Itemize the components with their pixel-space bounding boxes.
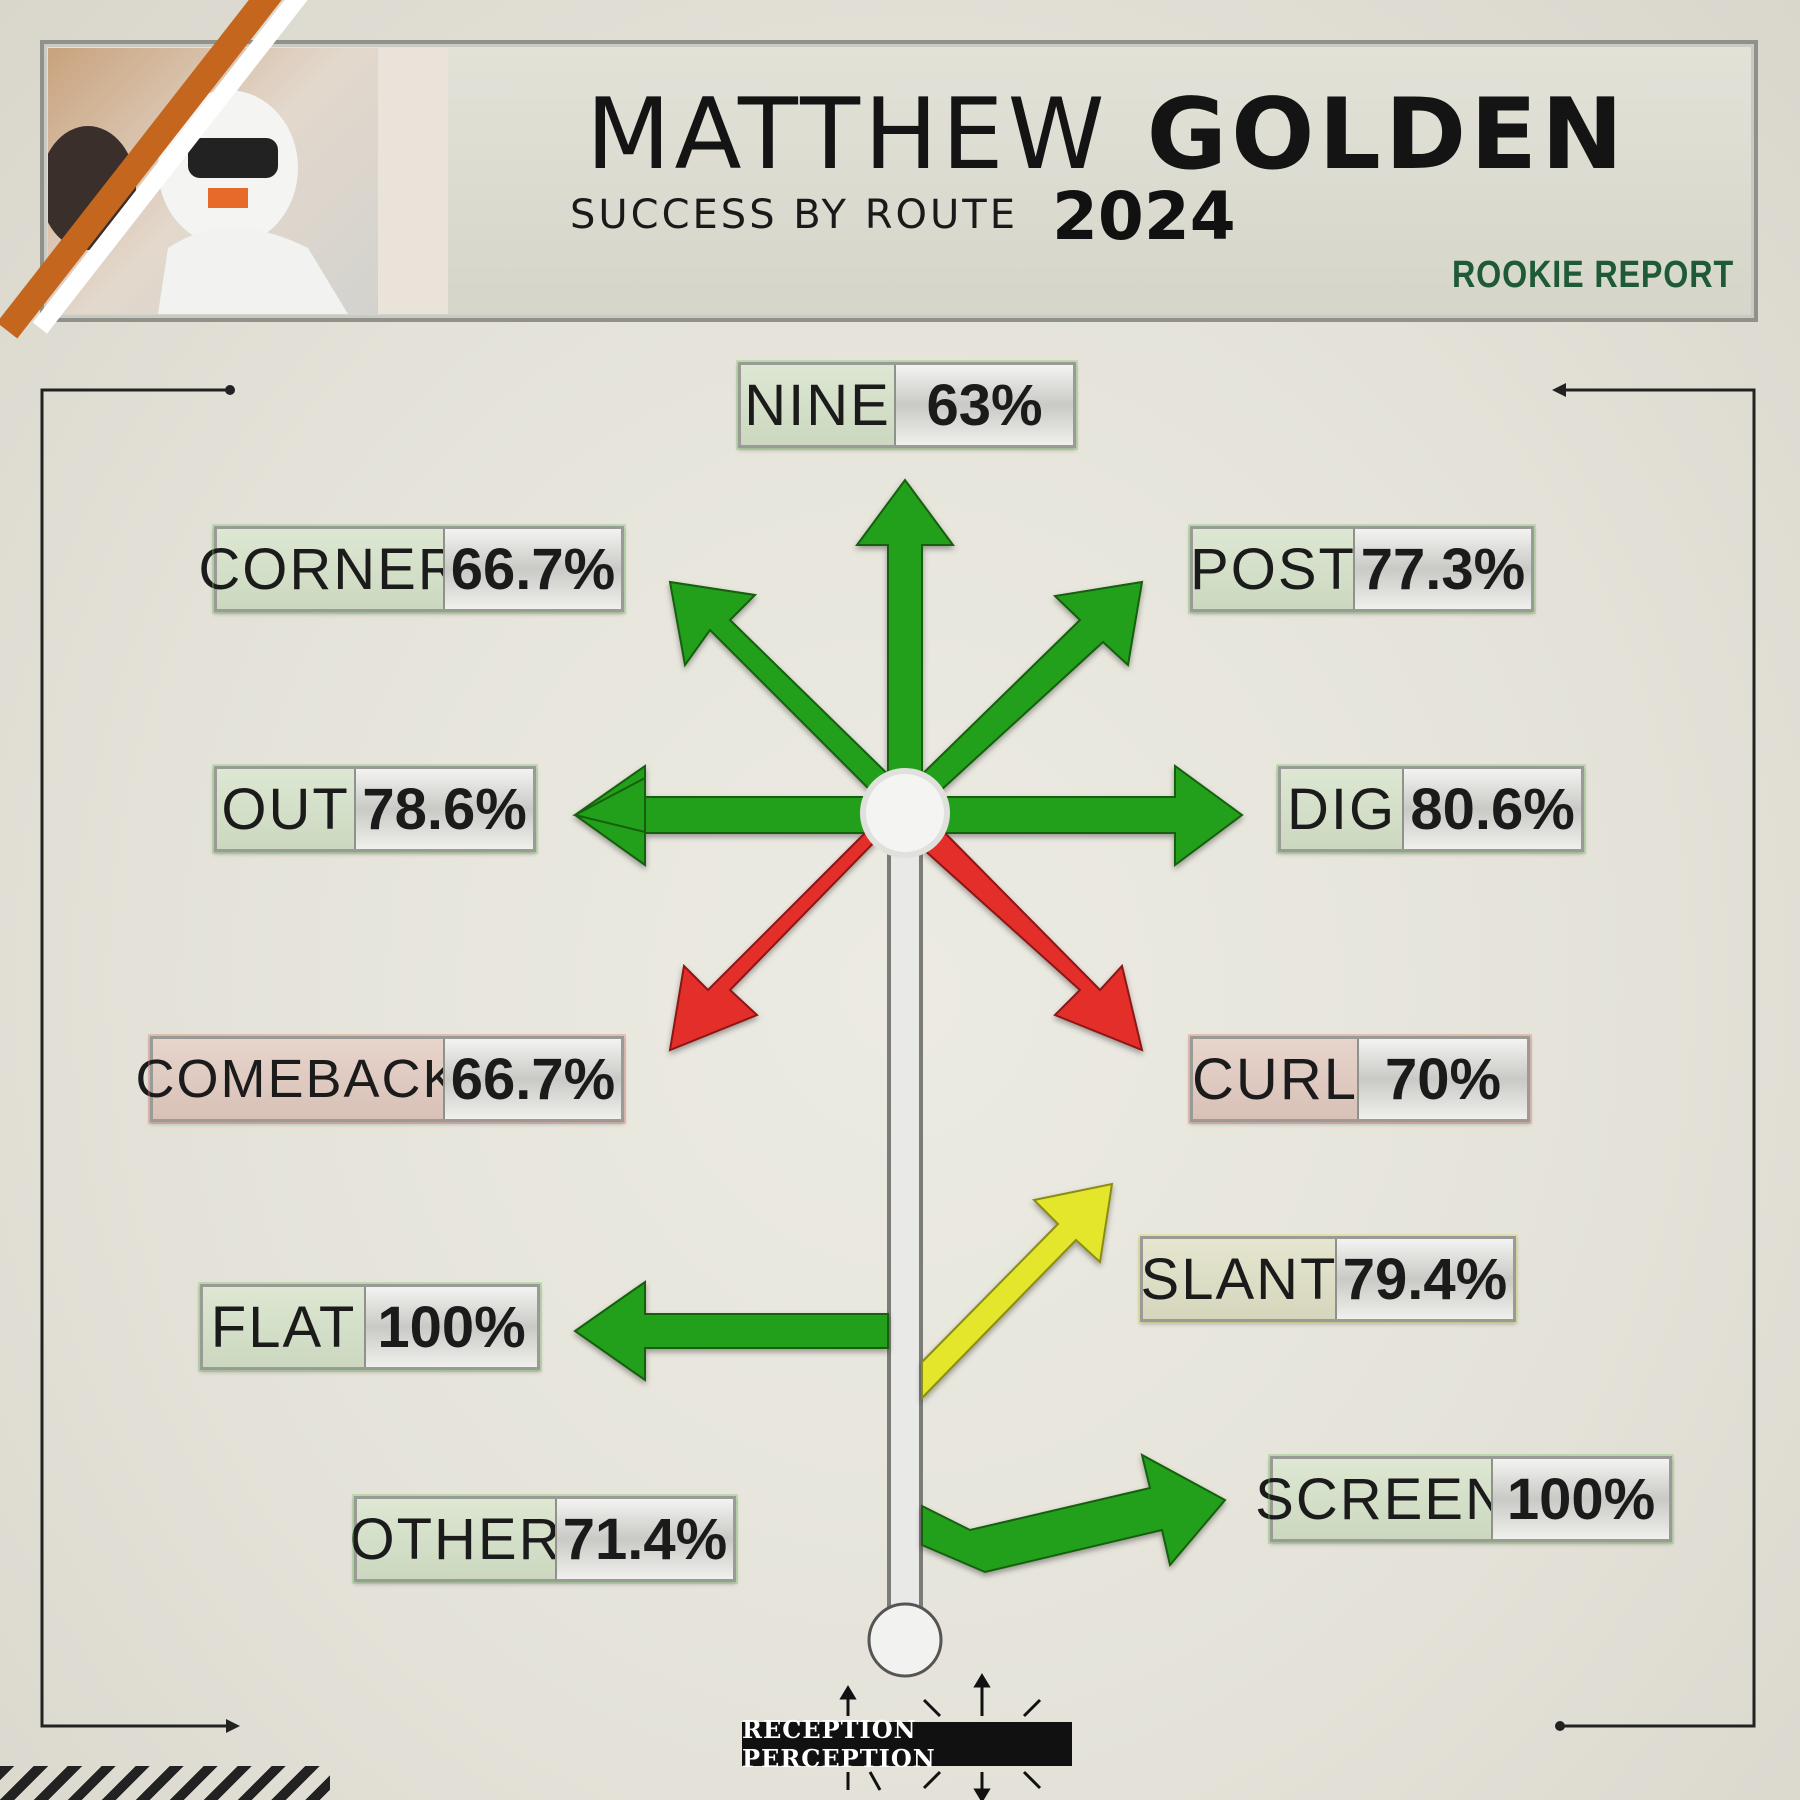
subtitle: SUCCESS BY ROUTE [570, 192, 1018, 238]
route-name: OUT [217, 769, 355, 849]
route-name: SLANT [1141, 1239, 1335, 1319]
route-label-nine: NINE 63% [736, 360, 1078, 450]
route-value: 63% [894, 365, 1073, 445]
route-label-screen: SCREEN 100% [1255, 1454, 1674, 1544]
route-name: FLAT [203, 1287, 365, 1367]
screen-arrow [921, 1453, 1227, 1574]
route-value: 66.7% [443, 529, 621, 609]
route-label-flat: FLAT 100% [198, 1282, 542, 1372]
rookie-report-tag: ROOKIE REPORT [1452, 254, 1735, 296]
first-name: MATTHEW [586, 78, 1109, 192]
route-name: NINE [741, 365, 895, 445]
route-label-corner: CORNER 66.7% [198, 524, 626, 614]
hatch-decoration [0, 1766, 330, 1800]
route-name: COMEBACK [135, 1039, 459, 1119]
corner-arrow [668, 580, 906, 804]
route-name: CURL [1192, 1039, 1357, 1119]
route-label-other: OTHER 71.4% [350, 1494, 738, 1584]
logo-icon [839, 1673, 1042, 1800]
post-arrow [904, 580, 1144, 804]
route-value: 80.6% [1402, 769, 1581, 849]
comeback-arrow [668, 826, 891, 1052]
route-stem [867, 792, 943, 1678]
frame-brackets [40, 388, 1756, 1728]
last-name: GOLDEN [1146, 78, 1628, 192]
route-value: 70% [1357, 1039, 1527, 1119]
route-name: POST [1190, 529, 1354, 609]
flat-arrow [573, 1280, 889, 1382]
route-value: 78.6% [354, 769, 533, 849]
route-name: DIG [1281, 769, 1403, 849]
route-name: SCREEN [1255, 1459, 1507, 1539]
route-value: 66.7% [443, 1039, 621, 1119]
route-label-dig: DIG 80.6% [1276, 764, 1586, 854]
year: 2024 [1052, 178, 1236, 255]
page-title: MATTHEW GOLDEN [586, 78, 1627, 192]
route-label-out: OUT 78.6% [212, 764, 538, 854]
route-value: 100% [1491, 1459, 1669, 1539]
snap-point [860, 768, 950, 858]
route-label-post: POST 77.3% [1188, 524, 1536, 614]
route-value: 71.4% [555, 1499, 733, 1579]
route-label-curl: CURL 70% [1188, 1034, 1532, 1124]
route-value: 100% [364, 1287, 537, 1367]
player-photo [48, 48, 448, 314]
route-label-comeback: COMEBACK 66.7% [135, 1034, 626, 1124]
nine-arrow [855, 478, 955, 809]
route-value: 79.4% [1335, 1239, 1513, 1319]
curl-arrow [920, 828, 1144, 1052]
slant-arrow [921, 1182, 1114, 1401]
route-value: 77.3% [1353, 529, 1531, 609]
brand-logo: RECEPTION PERCEPTION [742, 1715, 1072, 1773]
route-name: OTHER [350, 1499, 561, 1579]
dig-arrow [914, 764, 1244, 867]
route-name: CORNER [198, 529, 460, 609]
route-label-slant: SLANT 79.4% [1138, 1234, 1518, 1324]
